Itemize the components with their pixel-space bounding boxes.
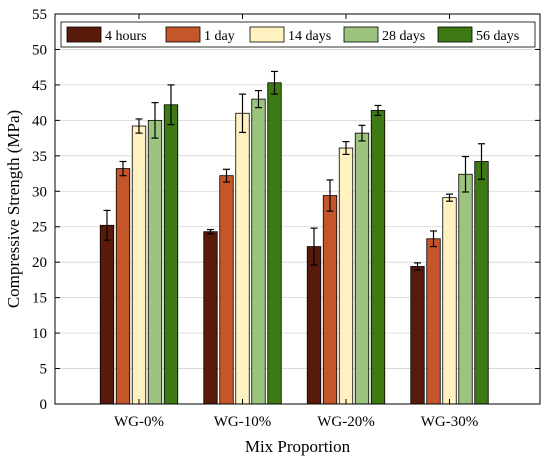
error-bar [103,209,111,241]
legend-swatch [66,26,102,43]
error-bar [342,141,350,155]
legend-swatch [165,26,201,43]
bar-1-day-WG-10% [219,175,234,405]
error-bars [103,70,485,271]
bar-1-day-WG-0% [115,168,131,405]
legend: 4 hours 1 day 14 days 28 days 56 days [60,21,536,48]
bar-28-days-WG-20% [354,132,370,405]
bar-4-hours-WG-0% [99,224,115,405]
legend-entry: 14 days [249,26,331,44]
legend-entry: 28 days [343,26,425,44]
legend-entry: 56 days [437,26,519,44]
error-bar [326,179,334,212]
y-tick-label: 50 [32,42,47,58]
legend-entry: 4 hours [66,26,147,44]
y-tick-label: 40 [32,113,47,129]
error-bar [478,143,485,180]
error-bar [151,102,159,139]
error-bar [255,89,262,109]
bars [99,82,489,405]
bar-14-days-WG-10% [235,112,250,405]
y-tick-label: 0 [40,397,48,413]
y-axis-title: Compressive Strength (MPa) [4,110,23,308]
bar-56-days-WG-30% [474,161,489,405]
bar-14-days-WG-30% [442,197,457,405]
y-tick-label: 20 [32,255,47,271]
bar-28-days-WG-30% [458,173,473,405]
legend-label: 1 day [204,29,235,44]
y-tick-label: 15 [32,291,47,307]
x-tick-label: WG-20% [317,414,374,430]
bar-56-days-WG-0% [163,104,179,405]
bar-1-day-WG-20% [322,195,338,405]
error-bar [430,230,437,248]
y-tick-label: 55 [32,7,47,23]
error-bar [207,228,214,235]
error-bar [239,93,246,134]
legend-swatch [437,26,473,43]
y-tick-label: 45 [32,78,47,94]
bar-28-days-WG-10% [251,98,266,405]
bar-56-days-WG-20% [370,110,386,405]
bar-14-days-WG-0% [131,125,147,405]
error-bar [414,262,421,271]
bar-28-days-WG-0% [147,119,163,405]
error-bar [135,118,143,134]
error-bar [462,155,469,193]
error-bar [446,193,453,202]
y-tick-label: 5 [40,362,48,378]
x-tick-label: WG-30% [421,414,478,430]
error-bar [119,160,127,177]
bar-4-hours-WG-30% [410,266,425,405]
legend-swatch [343,26,379,43]
y-tick-label: 30 [32,184,47,200]
legend-label: 4 hours [105,29,147,44]
error-bar [271,70,278,95]
error-bar [358,124,366,142]
legend-label: 14 days [288,29,331,44]
x-tick-label: WG-0% [114,414,164,430]
legend-label: 56 days [476,29,519,44]
bar-4-hours-WG-20% [306,246,322,405]
y-tick-label: 10 [32,326,47,342]
error-bar [223,168,230,183]
legend-label: 28 days [382,29,425,44]
y-tick-label: 35 [32,149,47,165]
y-axis-ticks: 0 5 10 15 20 25 30 35 40 45 50 55 [32,7,540,413]
legend-entry: 1 day [165,26,235,44]
legend-swatch [249,26,285,43]
x-axis-ticks: WG-0% WG-10% WG-20% WG-30% [114,14,478,430]
x-axis-title: Mix Proportion [245,437,351,456]
bar-4-hours-WG-10% [203,231,218,405]
plot-frame [54,13,541,405]
error-bar [167,84,175,126]
bar-14-days-WG-20% [338,147,354,405]
y-tick-label: 25 [32,220,47,236]
error-bar [374,104,382,117]
x-tick-label: WG-10% [214,414,271,430]
bar-56-days-WG-10% [267,82,282,405]
error-bar [310,227,318,266]
bar-1-day-WG-30% [426,238,441,405]
